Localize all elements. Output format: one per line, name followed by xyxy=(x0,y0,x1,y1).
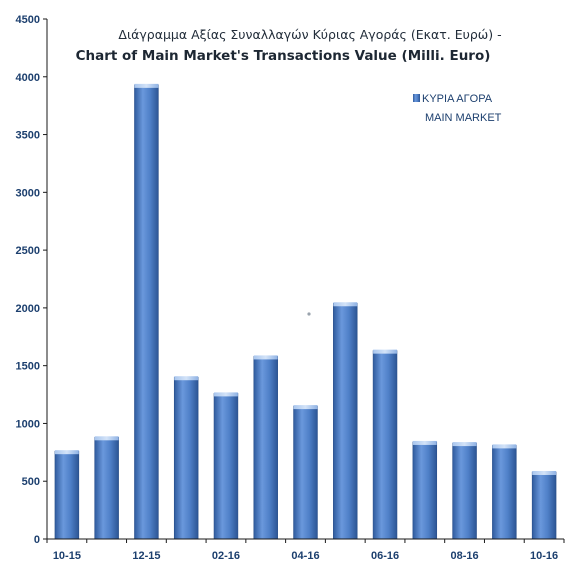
bar-cap xyxy=(134,83,159,88)
x-tick-label: 02-16 xyxy=(212,550,240,562)
bar xyxy=(253,355,278,540)
bar-cap xyxy=(333,302,358,307)
y-tick-label: 2000 xyxy=(16,303,40,315)
y-tick-label: 3500 xyxy=(16,130,40,142)
bar xyxy=(333,302,358,540)
x-tick-label: 10-15 xyxy=(53,550,81,562)
bar xyxy=(94,436,119,540)
bar-cap xyxy=(373,349,397,354)
bar-body xyxy=(94,437,119,540)
bar-cap xyxy=(492,444,517,449)
bar-body xyxy=(412,441,438,540)
bar-cap xyxy=(174,376,199,381)
chart-subtitle: Chart of Main Market's Transactions Valu… xyxy=(76,48,491,64)
bar-body xyxy=(293,405,318,540)
bar-body xyxy=(253,356,278,540)
y-tick-label: 500 xyxy=(22,476,40,488)
bar xyxy=(492,444,517,540)
x-tick-label: 10-16 xyxy=(530,550,558,562)
bar-body xyxy=(333,302,358,540)
bar-body xyxy=(134,84,159,540)
x-tick-label: 04-16 xyxy=(291,550,319,562)
bar xyxy=(213,392,239,540)
bar-body xyxy=(492,445,517,540)
bar-body xyxy=(452,442,477,540)
bar-cap xyxy=(452,442,477,447)
x-tick-label: 06-16 xyxy=(371,550,399,562)
y-tick-label: 1000 xyxy=(16,418,40,430)
bar-series xyxy=(54,83,557,540)
stray-dot xyxy=(307,312,311,316)
bar xyxy=(531,470,557,540)
legend-swatch xyxy=(413,94,420,102)
chart-title: Διάγραμμα Αξίας Συναλλαγών Κύριας Αγοράς… xyxy=(118,27,501,42)
bar-cap xyxy=(94,436,119,441)
bar xyxy=(173,376,199,540)
y-tick-label: 1500 xyxy=(16,361,40,373)
y-tick-label: 4000 xyxy=(16,72,40,84)
bar-body xyxy=(213,393,239,540)
legend-label-greek: ΚΥΡΙΑ ΑΓΟΡΑ xyxy=(422,93,493,105)
bar xyxy=(412,440,438,540)
bar xyxy=(293,405,318,540)
bar-cap xyxy=(412,440,437,445)
bar xyxy=(54,450,80,540)
legend: ΚΥΡΙΑ ΑΓΟΡΑ MAIN MARKET xyxy=(413,93,502,124)
bar-body xyxy=(372,350,398,540)
bar-cap xyxy=(54,450,79,455)
y-tick-label: 4500 xyxy=(16,14,40,26)
y-tick-label: 3000 xyxy=(16,187,40,199)
x-tick-label: 08-16 xyxy=(451,550,479,562)
bar-cap xyxy=(253,355,278,360)
bar xyxy=(372,349,398,540)
bar-body xyxy=(531,471,557,540)
legend-label-english: MAIN MARKET xyxy=(425,112,502,124)
bar-cap xyxy=(532,470,557,475)
x-axis: 10-15 12-15 02-16 04-16 06-16 08-16 10-16 xyxy=(46,538,565,562)
y-tick-label: 2500 xyxy=(16,245,40,257)
bar-body xyxy=(173,376,199,540)
x-tick-label: 12-15 xyxy=(132,550,160,562)
bar-body xyxy=(54,450,80,540)
bar-cap xyxy=(293,405,318,410)
y-tick-label: 0 xyxy=(34,534,40,546)
bar-cap xyxy=(214,392,238,397)
bar xyxy=(134,83,159,540)
y-axis: 0 500 1000 1500 2000 2500 3000 3500 4000 4500 xyxy=(16,14,48,546)
bar xyxy=(452,442,477,540)
